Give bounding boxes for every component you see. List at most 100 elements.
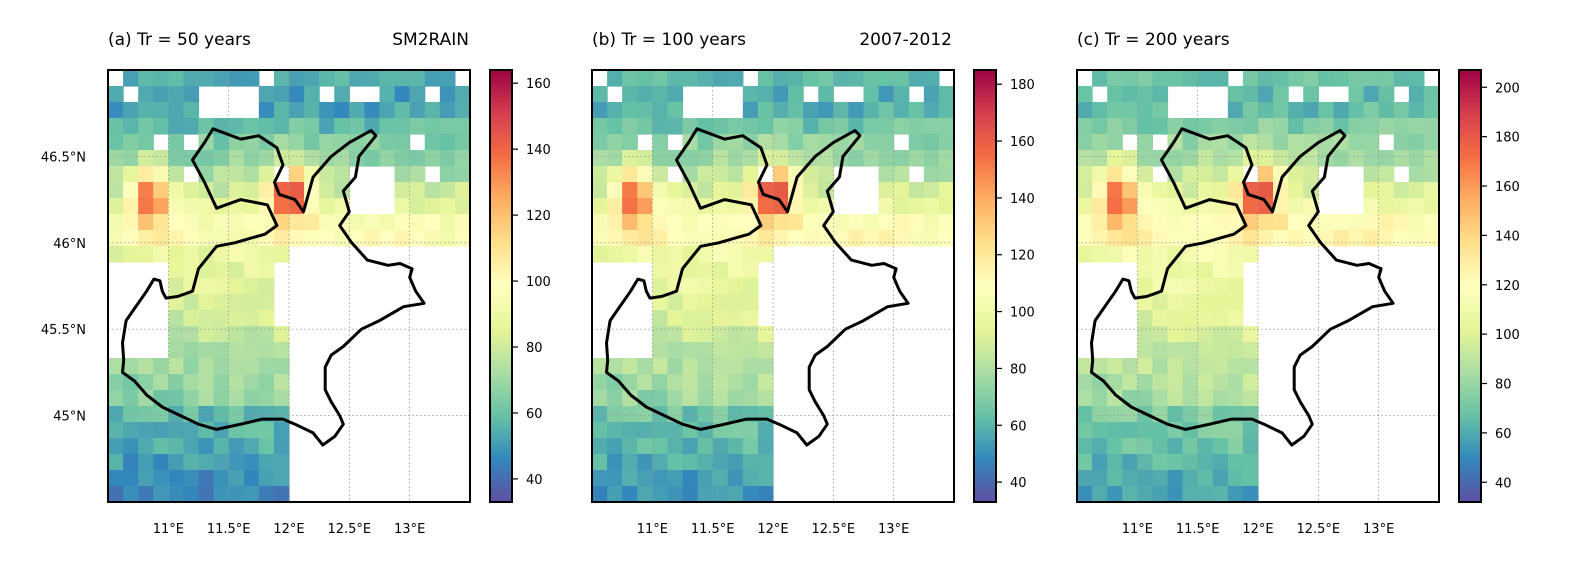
- grid-cell: [168, 118, 185, 135]
- grid-cell: [108, 438, 124, 455]
- grid-cell: [153, 486, 169, 502]
- grid-cell: [273, 390, 290, 407]
- grid-cell: [108, 374, 124, 391]
- grid-cell: [697, 486, 714, 502]
- grid-cell: [1242, 422, 1259, 439]
- grid-cell: [1408, 134, 1425, 151]
- grid-cell: [364, 214, 381, 231]
- grid-cell: [682, 150, 699, 167]
- grid-cell: [1182, 150, 1199, 167]
- grid-cell: [1303, 86, 1319, 103]
- grid-cell: [1152, 246, 1169, 263]
- grid-cell: [1348, 118, 1365, 135]
- grid-cell: [1077, 230, 1093, 247]
- grid-cell: [938, 230, 954, 247]
- grid-cell: [108, 86, 124, 103]
- grid-cell: [289, 166, 305, 183]
- grid-cell: [652, 470, 669, 487]
- grid-cell: [652, 86, 669, 103]
- grid-cell: [697, 214, 714, 231]
- grid-cell: [1242, 454, 1259, 471]
- grid-cell: [153, 118, 169, 135]
- grid-cell: [319, 198, 335, 215]
- grid-cell: [727, 438, 744, 455]
- grid-cell: [123, 198, 139, 215]
- grid-cell: [1152, 230, 1169, 247]
- colorbar-tick-label: 80: [526, 341, 543, 356]
- grid-cell: [138, 134, 154, 151]
- grid-cell: [667, 70, 684, 87]
- grid-cell: [607, 358, 623, 375]
- grid-cell: [1077, 422, 1093, 439]
- grid-cell: [878, 166, 895, 183]
- grid-cell: [1227, 150, 1244, 167]
- grid-cell: [1182, 70, 1199, 87]
- grid-cell: [153, 214, 169, 231]
- grid-cell: [409, 86, 426, 103]
- grid-cell: [258, 278, 275, 295]
- grid-cell: [424, 134, 441, 151]
- grid-cell: [183, 86, 200, 103]
- grid-cell: [123, 438, 139, 455]
- grid-cell: [652, 438, 669, 455]
- grid-cell: [243, 374, 260, 391]
- grid-cell: [1393, 230, 1410, 247]
- grid-cell: [757, 486, 774, 502]
- grid-cell: [1363, 198, 1380, 215]
- grid-cell: [622, 102, 638, 119]
- grid-cell: [742, 438, 759, 455]
- grid-cell: [1212, 422, 1229, 439]
- grid-cell: [1288, 118, 1304, 135]
- grid-cell: [1273, 166, 1289, 183]
- grid-cell: [1152, 486, 1169, 502]
- grid-cell: [923, 70, 940, 87]
- grid-cell: [652, 422, 669, 439]
- grid-cell: [304, 102, 320, 119]
- grid-cell: [923, 198, 940, 215]
- grid-cell: [168, 86, 185, 103]
- grid-cell: [592, 390, 608, 407]
- grid-cell: [908, 118, 925, 135]
- grid-cell: [1242, 230, 1259, 247]
- map-frame: [107, 69, 471, 503]
- grid-cell: [108, 182, 124, 199]
- grid-cell: [289, 198, 305, 215]
- grid-cell: [1137, 118, 1154, 135]
- grid-cell: [289, 102, 305, 119]
- grid-cell: [727, 294, 744, 311]
- grid-cell: [652, 342, 669, 359]
- grid-cell: [1152, 422, 1169, 439]
- grid-cell: [1423, 198, 1439, 215]
- grid-cell: [319, 102, 335, 119]
- grid-cell: [893, 230, 910, 247]
- grid-cell: [908, 150, 925, 167]
- panel-c-title: (c) Tr = 200 years: [1077, 30, 1230, 50]
- grid-cell: [1182, 486, 1199, 502]
- grid-cell: [682, 342, 699, 359]
- grid-cell: [1258, 230, 1274, 247]
- grid-cell: [757, 342, 774, 359]
- grid-cell: [773, 134, 789, 151]
- grid-cell: [108, 166, 124, 183]
- grid-cell: [893, 214, 910, 231]
- grid-cell: [1092, 70, 1108, 87]
- grid-cell: [878, 134, 895, 151]
- longitude-tick-label: 13°E: [394, 522, 425, 537]
- grid-cell: [108, 150, 124, 167]
- grid-cell: [652, 118, 669, 135]
- grid-cell: [1152, 374, 1169, 391]
- grid-cell: [1107, 198, 1123, 215]
- grid-cell: [243, 470, 260, 487]
- grid-cell: [1212, 278, 1229, 295]
- grid-cell: [742, 422, 759, 439]
- grid-cell: [258, 438, 275, 455]
- grid-cell: [833, 134, 850, 151]
- grid-cell: [712, 326, 729, 343]
- grid-cell: [803, 70, 819, 87]
- grid-cell: [1288, 70, 1304, 87]
- grid-cell: [379, 102, 396, 119]
- grid-cell: [1092, 182, 1108, 199]
- grid-cell: [742, 118, 759, 135]
- grid-cell: [243, 70, 260, 87]
- grid-cell: [893, 150, 910, 167]
